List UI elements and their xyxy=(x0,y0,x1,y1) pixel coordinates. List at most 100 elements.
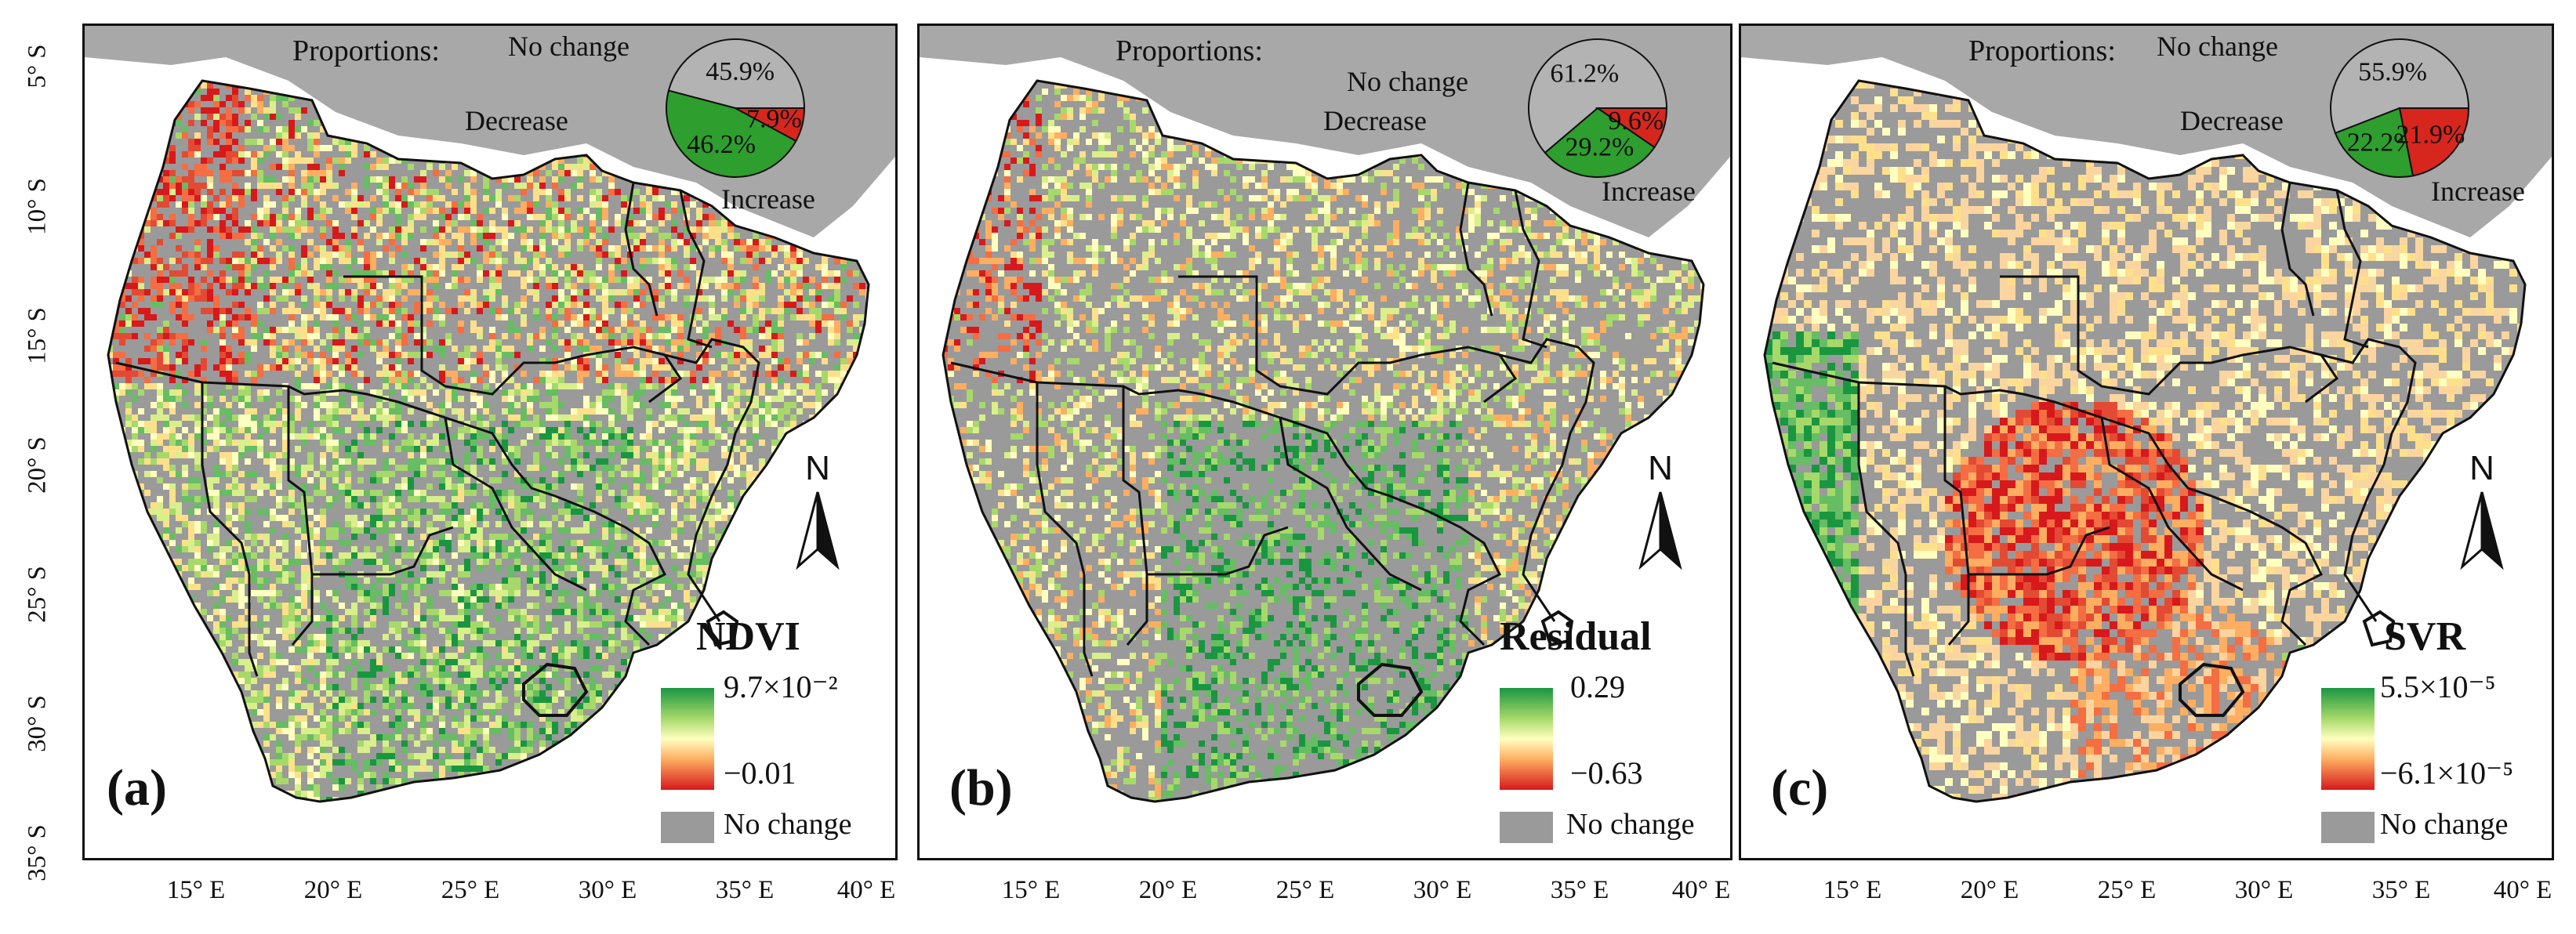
lon-label: 40° E xyxy=(2493,876,2552,904)
lon-label: 35° E xyxy=(2371,876,2431,904)
legend-no-change-label: No change xyxy=(724,808,852,841)
lon-label: 35° E xyxy=(1550,876,1609,904)
pie-slice-decrease-label: 7.9% xyxy=(746,105,802,134)
north-arrow: N xyxy=(1625,449,1696,574)
lat-label: 15° S xyxy=(23,307,52,364)
lon-label: 30° E xyxy=(1413,876,1472,904)
longitude-axis-b: 15° E 20° E 25° E 30° E 35° E 40° E xyxy=(917,876,1732,915)
proportions-label: Proportions: xyxy=(292,34,440,67)
pie-decrease-label: Decrease xyxy=(2180,105,2284,136)
pie-slice-decrease xyxy=(2398,107,2470,177)
lon-label: 15° E xyxy=(1823,876,1882,904)
pie-slice-decrease-label: 21.9% xyxy=(2396,120,2465,149)
pie-slice-decrease xyxy=(1595,107,1668,149)
legend-no-change-label: No change xyxy=(1566,808,1695,841)
lon-label: 25° E xyxy=(2097,876,2157,904)
country-borders xyxy=(1763,79,2527,803)
lat-label: 35° S xyxy=(23,824,52,882)
lat-label: 25° S xyxy=(23,566,52,623)
north-arrow-icon xyxy=(796,491,840,570)
pie-slice-increase xyxy=(666,89,797,178)
pie-slice-increase-label: 29.2% xyxy=(1566,132,1634,161)
legend-gradient xyxy=(1500,688,1553,790)
outside-land xyxy=(920,26,1730,237)
pie-decrease-label: Decrease xyxy=(1323,105,1427,136)
map-canvas xyxy=(920,26,1730,858)
panel-letter: (a) xyxy=(107,759,167,816)
pie-slice-no-change-label: 61.2% xyxy=(1550,60,1619,89)
longitude-axis-a: 15° E 20° E 25° E 30° E 35° E 40° E xyxy=(82,876,898,915)
map-panel-b: Proportions: No change Decrease Increase… xyxy=(917,24,1732,860)
lon-label: 20° E xyxy=(1960,876,2019,904)
map-panel-c: Proportions: No change Decrease Increase… xyxy=(1739,24,2554,860)
lat-label: 5° S xyxy=(23,44,52,89)
legend-min: −0.63 xyxy=(1570,755,1643,791)
legend-gradient xyxy=(2321,688,2375,790)
map-panel-a: Proportions: No change Decrease Increase… xyxy=(82,24,898,860)
pie-chart: 45.9% 46.2%7.9% xyxy=(666,38,806,178)
lat-label: 20° S xyxy=(23,436,52,494)
pie-increase-label: Increase xyxy=(2431,176,2525,207)
lon-label: 20° E xyxy=(1138,876,1198,904)
lon-label: 40° E xyxy=(1671,876,1731,904)
north-arrow-icon xyxy=(2460,491,2504,570)
lon-label: 15° E xyxy=(166,876,226,904)
legend-min: −0.01 xyxy=(724,755,796,791)
legend-no-change-label: No change xyxy=(2380,808,2509,841)
north-label: N xyxy=(805,449,830,487)
north-arrow: N xyxy=(782,449,853,574)
country-borders xyxy=(942,79,1705,803)
lon-label: 30° E xyxy=(578,876,637,904)
pie-slice-no-change xyxy=(667,38,806,109)
lon-label: 30° E xyxy=(2234,876,2294,904)
lon-label: 35° E xyxy=(715,876,775,904)
legend-max: 0.29 xyxy=(1570,669,1625,704)
latitude-axis: 5° S 10° S 15° S 20° S 25° S 30° S 35° S xyxy=(0,0,78,934)
lon-label: 15° E xyxy=(1001,876,1061,904)
pie-decrease-label: Decrease xyxy=(465,105,568,136)
proportions-label: Proportions: xyxy=(1968,34,2116,67)
country-borders xyxy=(107,79,870,803)
legend-gradient xyxy=(661,688,714,790)
lon-label: 25° E xyxy=(1275,876,1335,904)
north-arrow: N xyxy=(2447,449,2517,574)
lon-label: 20° E xyxy=(303,876,363,904)
lon-label: 40° E xyxy=(836,876,896,904)
pie-slice-increase xyxy=(2334,107,2415,178)
legend-no-change-swatch xyxy=(2321,812,2375,843)
north-label: N xyxy=(1648,449,1673,487)
legend-title: NDVI xyxy=(696,614,800,659)
legend-no-change-swatch xyxy=(1500,812,1553,843)
pie-slice-increase-label: 46.2% xyxy=(687,130,756,159)
legend-title: SVR xyxy=(2384,614,2466,659)
pie-slice-no-change xyxy=(1528,38,1668,154)
legend-max: 9.7×10⁻² xyxy=(724,669,838,704)
pie-slice-no-change xyxy=(2330,38,2470,135)
pie-slice-no-change-label: 55.9% xyxy=(2358,57,2427,86)
north-label: N xyxy=(2469,449,2494,487)
pie-slice-decrease-label: 9.6% xyxy=(1608,107,1664,136)
proportion-pie: 55.9% 22.2% 21.9% xyxy=(2325,34,2474,186)
pie-slice-increase xyxy=(1544,107,1656,178)
proportion-pie: 45.9% 46.2% 7.9% xyxy=(661,34,810,186)
lat-label: 10° S xyxy=(23,178,52,235)
longitude-axis-c: 15° E 20° E 25° E 30° E 35° E 40° E xyxy=(1739,876,2554,915)
pie-no-change-label: No change xyxy=(2157,31,2278,62)
pie-increase-label: Increase xyxy=(1602,176,1696,207)
legend-min: −6.1×10⁻⁵ xyxy=(2380,755,2514,791)
panel-letter: (b) xyxy=(949,759,1013,816)
lat-label: 30° S xyxy=(23,695,52,752)
north-arrow-icon xyxy=(1638,491,1682,570)
pie-slice-no-change-label: 45.9% xyxy=(706,57,775,86)
lon-label: 25° E xyxy=(441,876,500,904)
pie-chart: 61.2% 29.2%9.6% xyxy=(1528,38,1668,178)
pie-slice-decrease xyxy=(735,107,806,143)
legend-max: 5.5×10⁻⁵ xyxy=(2380,669,2496,704)
legend-no-change-swatch xyxy=(661,812,714,843)
proportions-label: Proportions: xyxy=(1116,34,1263,67)
panel-letter: (c) xyxy=(1771,759,1829,816)
legend-title: Residual xyxy=(1500,614,1652,659)
proportion-pie: 61.2% 29.2% 9.6% xyxy=(1523,34,1672,186)
pie-no-change-label: No change xyxy=(1347,66,1468,97)
